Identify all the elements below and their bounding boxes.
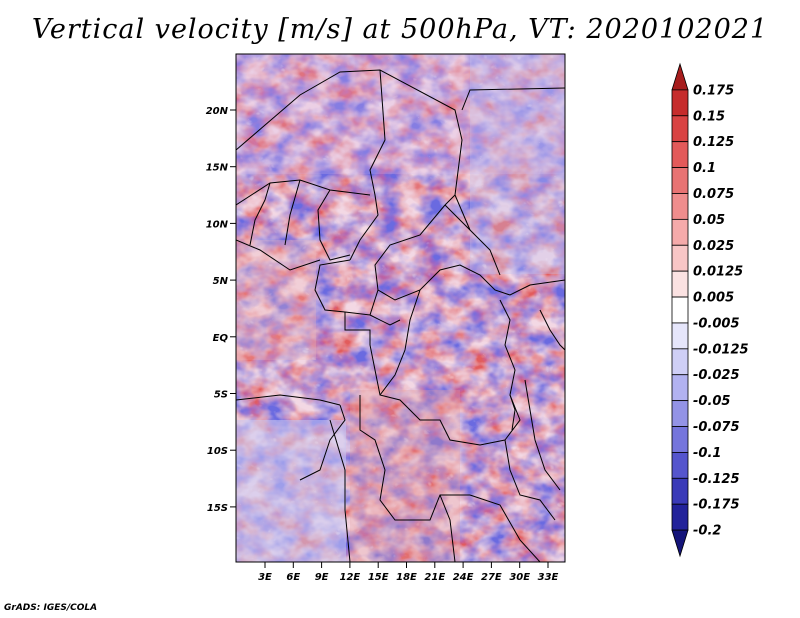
lon-tick-label: 6E (286, 572, 300, 583)
colorbar-label: 0.1 (693, 161, 716, 176)
colorbar-segment (671, 115, 689, 143)
colorbar-label: -0.125 (693, 472, 740, 487)
colorbar-label: -0.075 (693, 420, 740, 435)
lat-tick-label: 15S (207, 503, 228, 514)
colorbar-arrow-top (671, 62, 689, 91)
colorbar-segment (671, 218, 689, 246)
colorbar-label: -0.05 (693, 394, 730, 409)
colorbar-label: 0.15 (693, 109, 725, 124)
colorbar-label: 0.025 (693, 239, 734, 254)
longitude-axis: 3E 6E 9E 12E 15E 18E 21E 24E 27E 30E 33E (258, 562, 559, 583)
colorbar-label: 0.075 (693, 187, 734, 202)
lon-tick-label: 30E (509, 572, 530, 583)
colorbar-segment (671, 193, 689, 220)
colorbar-label: 0.125 (693, 135, 734, 150)
lon-tick-label: 12E (340, 572, 361, 583)
lon-tick-label: 24E (453, 572, 474, 583)
colorbar-segment (671, 400, 689, 427)
lat-tick-label: 5N (213, 276, 229, 287)
lon-tick-label: 27E (481, 572, 502, 583)
colorbar-label: -0.2 (693, 524, 721, 539)
colorbar-segment (671, 244, 689, 272)
colorbar-segment (671, 296, 689, 324)
country-borders (236, 69, 565, 562)
colorbar-label: -0.005 (693, 316, 740, 331)
lon-tick-label: 15E (368, 572, 389, 583)
colorbar-arrow-bottom (671, 529, 689, 558)
lon-tick-label: 33E (538, 572, 559, 583)
colorbar-label: -0.1 (693, 446, 721, 461)
colorbar-segment (671, 426, 689, 453)
lon-tick-label: 3E (258, 572, 272, 583)
colorbar-segment (671, 270, 689, 298)
lon-tick-label: 9E (315, 572, 329, 583)
colorbar-label: 0.175 (693, 83, 734, 98)
lat-tick-label: EQ (213, 333, 229, 344)
colorbar-segment (671, 89, 689, 117)
colorbar-label: -0.175 (693, 498, 740, 513)
colorbar-segment (671, 348, 689, 376)
colorbar-segment (671, 141, 689, 168)
colorbar-segment (671, 374, 689, 402)
lon-tick-label: 18E (396, 572, 417, 583)
colorbar-segment (671, 452, 689, 479)
velocity-field (236, 54, 565, 562)
latitude-axis: 20N 15N 10N 5N EQ 5S 10S 15S (206, 106, 236, 514)
chart-title: Vertical velocity [m/s] at 500hPa, VT: 2… (31, 14, 769, 45)
lat-tick-label: 10N (206, 219, 229, 230)
colorbar-segment (671, 503, 689, 531)
colorbar-label: -0.0125 (693, 342, 749, 357)
colorbar-segment (671, 167, 689, 194)
colorbar-segment (671, 322, 689, 350)
lat-tick-label: 5S (214, 390, 228, 401)
lon-tick-label: 21E (424, 572, 445, 583)
colorbar-label: 0.05 (693, 213, 725, 228)
colorbar: 0.175 0.15 0.125 0.1 0.075 0.05 0.025 0.0125 0.0… (671, 62, 749, 558)
lat-tick-label: 20N (206, 106, 229, 117)
footer-credit: GrADS: IGES/COLA (4, 603, 98, 613)
lat-tick-label: 10S (207, 446, 228, 457)
colorbar-label: 0.005 (693, 291, 734, 306)
map-frame (235, 53, 566, 563)
colorbar-segment (671, 477, 689, 505)
lat-tick-label: 15N (206, 163, 229, 174)
colorbar-label: 0.0125 (693, 265, 743, 280)
colorbar-label: -0.025 (693, 368, 740, 383)
